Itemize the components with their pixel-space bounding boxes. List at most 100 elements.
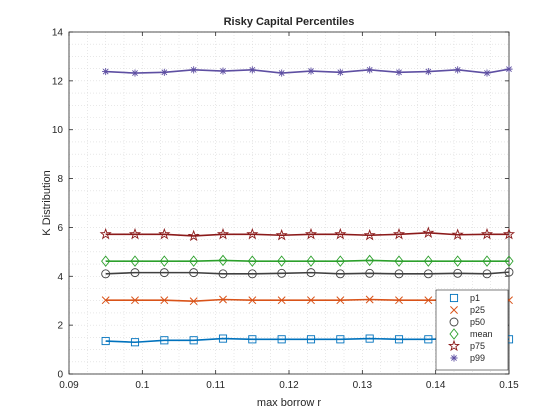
data-point-p99 (278, 69, 286, 77)
data-point-p1 (424, 335, 433, 344)
data-point-p75 (502, 227, 516, 240)
data-point-mean (101, 255, 111, 267)
data-point-p1 (306, 335, 316, 344)
series-line-p75 (105, 231, 509, 237)
x-tick-label: 0.15 (499, 380, 519, 391)
data-point-p1 (101, 336, 110, 346)
series-layer (99, 65, 516, 347)
data-point-p1 (336, 335, 345, 344)
data-point-mean (189, 255, 199, 267)
chart-title: Risky Capital Percentiles (224, 16, 355, 28)
y-tick-label: 6 (57, 223, 63, 234)
x-axis-label: max borrow r (257, 397, 322, 409)
data-point-p50 (423, 269, 433, 279)
data-point-p50 (335, 269, 345, 279)
tick-layer: 0.09 0.1 0.11 0.12 0.13 0.14 0.15 0 2 4 6 8 10 12 14 (52, 28, 519, 392)
legend-box (435, 289, 509, 371)
data-point-p1 (218, 334, 228, 343)
data-point-p1 (277, 335, 286, 344)
legend-label-p75: p75 (470, 341, 485, 351)
legend-marker-mean (449, 328, 459, 340)
legend-marker-p25 (450, 306, 458, 314)
data-point-p25 (307, 296, 315, 305)
data-point-p50 (218, 269, 228, 279)
data-point-p25 (101, 296, 110, 305)
data-point-p25 (160, 296, 169, 305)
data-point-mean (335, 255, 345, 267)
series-p50 (101, 267, 514, 279)
data-point-p75 (275, 228, 288, 241)
data-point-p75 (422, 226, 435, 238)
data-point-p99 (336, 68, 344, 76)
data-point-p50 (247, 269, 257, 279)
data-point-p75 (99, 227, 112, 240)
data-point-p75 (304, 227, 318, 240)
data-point-p50 (504, 267, 514, 277)
x-tick-label: 0.12 (279, 380, 299, 391)
data-point-p99 (454, 66, 462, 74)
y-tick-label: 2 (57, 321, 63, 332)
data-point-p50 (277, 268, 287, 278)
data-point-mean (504, 255, 514, 267)
data-point-p75 (334, 227, 347, 240)
data-point-p1 (248, 335, 257, 344)
data-point-mean (277, 255, 287, 267)
y-tick-label: 0 (57, 370, 63, 381)
legend-label-mean: mean (470, 329, 493, 339)
data-point-mean (218, 254, 228, 267)
data-point-mean (130, 255, 140, 267)
legend-label-p99: p99 (470, 353, 485, 363)
legend-label-p50: p50 (470, 317, 485, 327)
data-point-p25 (277, 296, 286, 305)
data-point-p50 (306, 268, 316, 278)
data-point-p25 (395, 296, 403, 305)
data-point-mean (423, 255, 433, 267)
data-point-p1 (394, 335, 404, 344)
data-point-p99 (102, 67, 110, 76)
series-p99 (102, 65, 513, 77)
data-point-p99 (219, 67, 227, 75)
data-point-p99 (190, 66, 198, 74)
data-point-p99 (366, 66, 374, 74)
y-axis-label: K Distribution (41, 170, 53, 235)
y-tick-label: 4 (57, 272, 63, 283)
x-tick-label: 0.13 (353, 380, 373, 391)
data-point-p75 (392, 227, 406, 240)
series-p75 (99, 226, 516, 242)
data-point-p99 (248, 66, 256, 74)
data-point-p50 (189, 268, 199, 278)
data-point-p50 (394, 269, 404, 279)
data-point-p25 (131, 296, 139, 305)
data-point-p1 (130, 338, 140, 347)
data-point-p75 (480, 227, 494, 240)
legend-marker-p75 (447, 339, 461, 352)
data-point-p99 (131, 69, 139, 77)
data-point-mean (482, 255, 492, 267)
data-point-p25 (248, 296, 257, 305)
data-point-p99 (483, 69, 491, 77)
legend-marker-p99 (450, 354, 458, 362)
data-point-p25 (365, 295, 374, 304)
data-point-p75 (216, 227, 230, 240)
data-point-p99 (307, 67, 315, 75)
legend-label-p1: p1 (470, 293, 480, 303)
x-tick-label: 0.14 (426, 380, 446, 391)
y-tick-label: 14 (52, 28, 64, 39)
data-point-p75 (363, 228, 376, 241)
series-mean (101, 254, 514, 267)
x-tick-label: 0.09 (59, 380, 79, 391)
data-point-p50 (130, 268, 140, 278)
data-point-p1 (189, 336, 198, 345)
data-point-p50 (101, 269, 111, 279)
y-tick-label: 12 (52, 76, 64, 87)
data-point-p75 (158, 227, 171, 240)
data-point-p99 (424, 67, 432, 76)
data-point-p99 (395, 68, 403, 76)
x-tick-label: 0.1 (135, 380, 149, 391)
legend: p1 p25 p50 mean p75 p99 (435, 289, 509, 371)
data-point-mean (306, 255, 316, 267)
data-point-p75 (187, 229, 200, 242)
series-line-mean (105, 259, 509, 262)
data-point-mean (159, 255, 169, 267)
